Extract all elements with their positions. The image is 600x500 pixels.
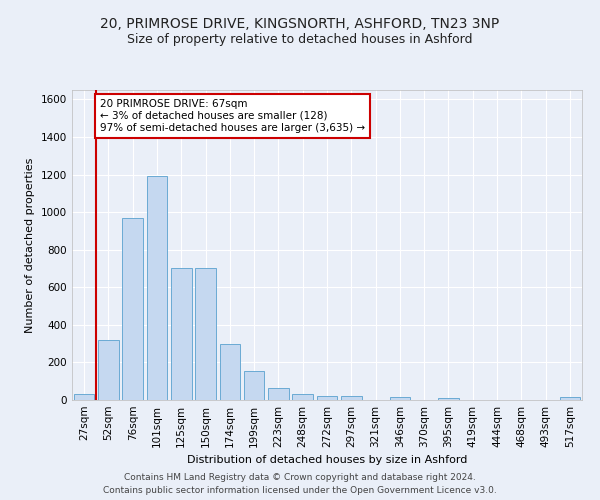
Bar: [146, 176, 167, 400]
Bar: [220, 344, 240, 400]
Bar: [122, 218, 143, 400]
Bar: [317, 396, 337, 400]
Bar: [292, 394, 313, 400]
Bar: [560, 397, 580, 400]
Text: 20, PRIMROSE DRIVE, KINGSNORTH, ASHFORD, TN23 3NP: 20, PRIMROSE DRIVE, KINGSNORTH, ASHFORD,…: [100, 18, 500, 32]
Bar: [244, 371, 265, 400]
Bar: [98, 340, 119, 400]
Bar: [389, 397, 410, 400]
Y-axis label: Number of detached properties: Number of detached properties: [25, 158, 35, 332]
Text: Size of property relative to detached houses in Ashford: Size of property relative to detached ho…: [127, 32, 473, 46]
Bar: [438, 398, 459, 400]
Bar: [171, 268, 191, 400]
Bar: [341, 396, 362, 400]
Bar: [74, 394, 94, 400]
Text: Contains HM Land Registry data © Crown copyright and database right 2024.
Contai: Contains HM Land Registry data © Crown c…: [103, 474, 497, 495]
Bar: [268, 388, 289, 400]
Text: 20 PRIMROSE DRIVE: 67sqm
← 3% of detached houses are smaller (128)
97% of semi-d: 20 PRIMROSE DRIVE: 67sqm ← 3% of detache…: [100, 100, 365, 132]
Bar: [195, 268, 216, 400]
X-axis label: Distribution of detached houses by size in Ashford: Distribution of detached houses by size …: [187, 456, 467, 466]
